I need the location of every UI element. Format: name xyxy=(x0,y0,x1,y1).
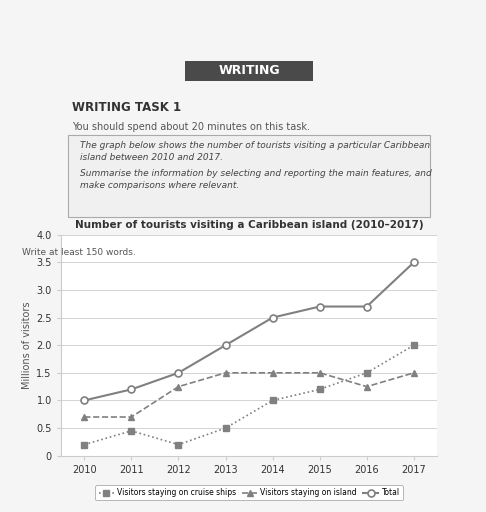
Text: WRITING TASK 1: WRITING TASK 1 xyxy=(72,101,181,114)
Legend: Visitors staying on cruise ships, Visitors staying on island, Total: Visitors staying on cruise ships, Visito… xyxy=(95,485,403,500)
Text: make comparisons where relevant.: make comparisons where relevant. xyxy=(80,181,239,190)
Text: Write at least 150 words.: Write at least 150 words. xyxy=(22,248,136,258)
Text: WRITING: WRITING xyxy=(218,64,280,77)
Text: You should spend about 20 minutes on this task.: You should spend about 20 minutes on thi… xyxy=(72,122,310,132)
FancyBboxPatch shape xyxy=(185,61,313,81)
FancyBboxPatch shape xyxy=(68,135,430,217)
Text: Summarise the information by selecting and reporting the main features, and: Summarise the information by selecting a… xyxy=(80,169,432,179)
Text: island between 2010 and 2017.: island between 2010 and 2017. xyxy=(80,153,223,162)
Y-axis label: Millions of visitors: Millions of visitors xyxy=(22,302,32,389)
Text: The graph below shows the number of tourists visiting a particular Caribbean: The graph below shows the number of tour… xyxy=(80,141,430,150)
Title: Number of tourists visiting a Caribbean island (2010–2017): Number of tourists visiting a Caribbean … xyxy=(75,220,423,230)
